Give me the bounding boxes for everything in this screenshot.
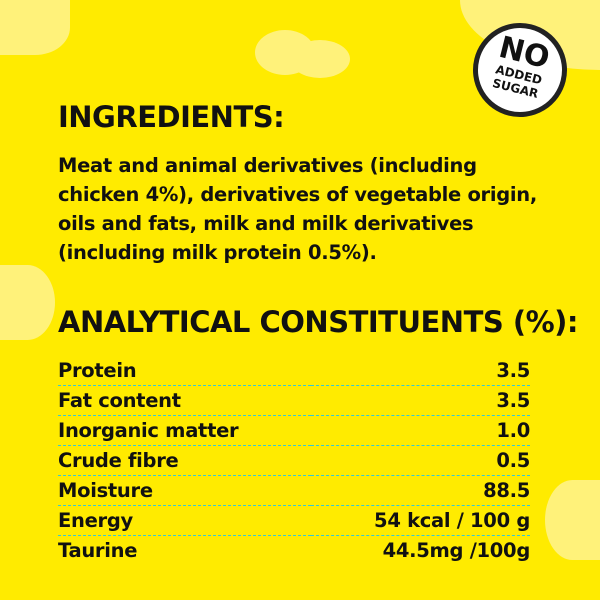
cloud-decoration — [0, 265, 55, 340]
constituent-value: 3.5 — [311, 385, 530, 416]
cloud-decoration — [0, 0, 70, 55]
ingredients-heading: INGREDIENTS: — [58, 100, 285, 134]
constituent-label: Inorganic matter — [58, 415, 312, 446]
table-row: Taurine 44.5mg /100g — [58, 536, 530, 566]
cloud-decoration — [290, 40, 350, 78]
constituent-value: 0.5 — [311, 445, 530, 476]
constituent-label: Energy — [58, 505, 312, 536]
constituent-label: Fat content — [58, 385, 312, 416]
constituent-value: 88.5 — [311, 475, 530, 506]
constituent-value: 54 kcal / 100 g — [311, 505, 530, 536]
heading-suffix: (%): — [512, 305, 579, 339]
table-row: Moisture 88.5 — [58, 475, 530, 506]
heading-text: ANALYTICAL CONSTITUENTS — [58, 305, 504, 339]
constituent-label: Taurine — [58, 539, 138, 562]
table-row: Protein 3.5 — [58, 356, 530, 386]
ingredients-text: Meat and animal derivatives (including c… — [58, 154, 537, 264]
constituent-label: Protein — [58, 356, 312, 386]
table-row: Fat content 3.5 — [58, 385, 530, 416]
constituent-label: Moisture — [58, 475, 312, 506]
constituent-value: 3.5 — [311, 356, 530, 386]
analytical-constituents-heading: ANALYTICAL CONSTITUENTS (%): — [58, 305, 579, 339]
constituent-label: Crude fibre — [58, 445, 312, 476]
constituent-value: 44.5mg /100g — [382, 539, 531, 562]
table-row: Energy 54 kcal / 100 g — [58, 505, 530, 536]
constituent-value: 1.0 — [311, 415, 530, 446]
constituents-table: Protein 3.5 Fat content 3.5 Inorganic matter… — [58, 356, 530, 565]
table-row: Crude fibre 0.5 — [58, 445, 530, 476]
table-row: Inorganic matter 1.0 — [58, 415, 530, 446]
cloud-decoration — [545, 480, 600, 560]
